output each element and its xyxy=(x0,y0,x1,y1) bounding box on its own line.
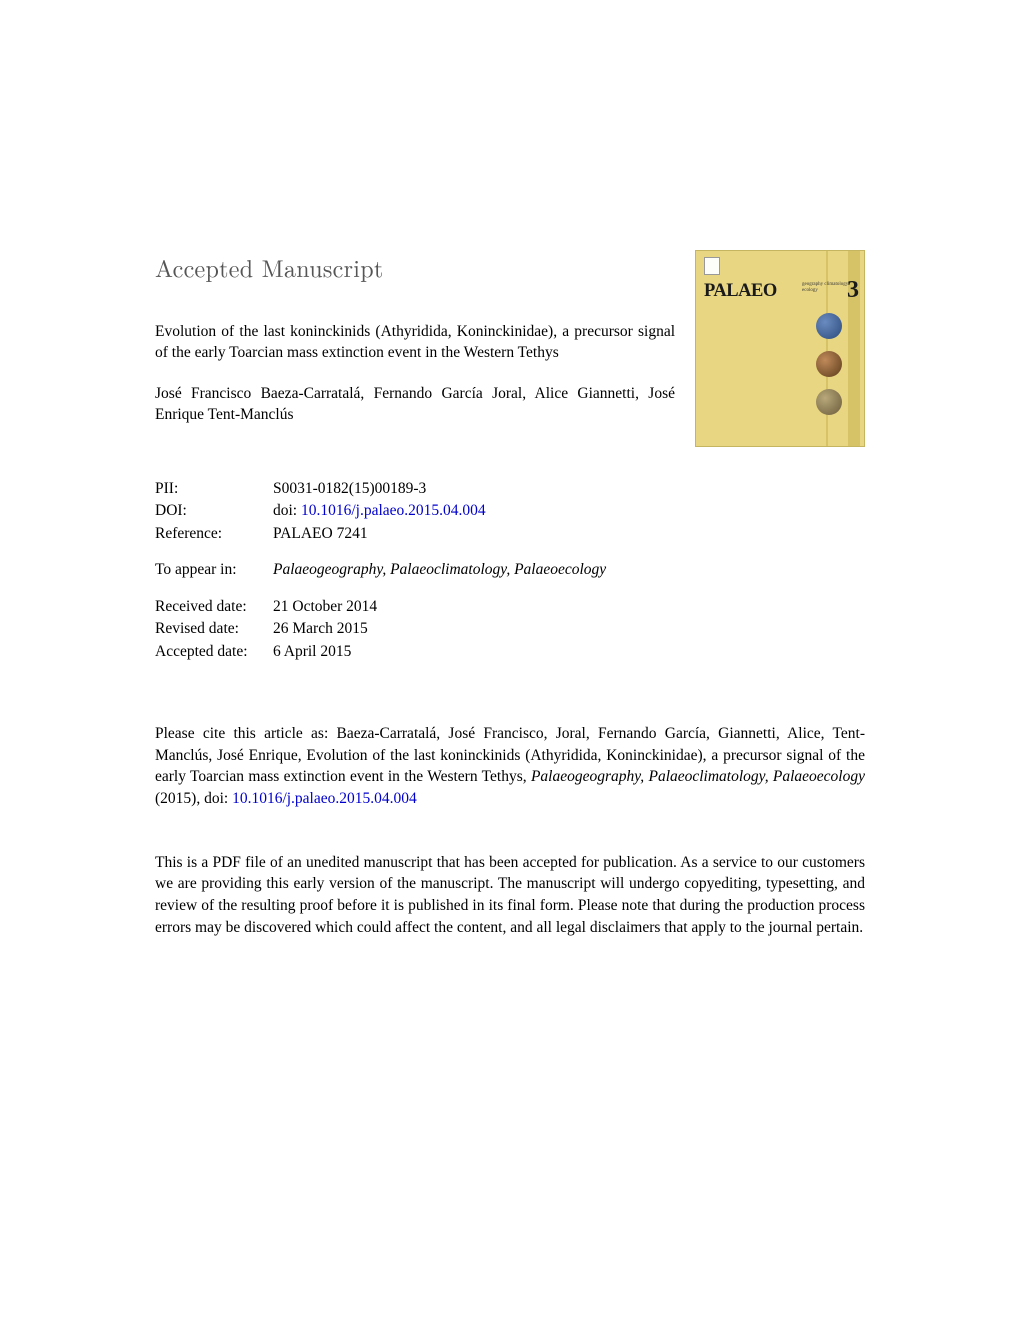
reference-value: PALAEO 7241 xyxy=(273,523,865,545)
pii-value: S0031-0182(15)00189-3 xyxy=(273,478,865,500)
globe-icon xyxy=(816,313,842,339)
accepted-value: 6 April 2015 xyxy=(273,641,865,663)
article-title: Evolution of the last koninckinids (Athy… xyxy=(155,322,675,364)
received-label: Received date: xyxy=(155,596,273,618)
doi-prefix: doi: xyxy=(273,502,301,519)
received-value: 21 October 2014 xyxy=(273,596,865,618)
citation-journal: Palaeogeography, Palaeoclimatology, Pala… xyxy=(531,768,865,785)
meta-row-revised: Revised date: 26 March 2015 xyxy=(155,618,865,640)
accepted-label: Accepted date: xyxy=(155,641,273,663)
elsevier-logo-icon xyxy=(704,257,720,275)
revised-label: Revised date: xyxy=(155,618,273,640)
cover-number-three: 3 xyxy=(847,277,859,304)
meta-row-appear: To appear in: Palaeogeography, Palaeocli… xyxy=(155,559,865,581)
citation-doi-link[interactable]: 10.1016/j.palaeo.2015.04.004 xyxy=(232,790,417,807)
citation-block: Please cite this article as: Baeza-Carra… xyxy=(155,723,865,810)
globe-icon xyxy=(816,351,842,377)
metadata-block: PII: S0031-0182(15)00189-3 DOI: doi: 10.… xyxy=(155,478,865,663)
appear-value: Palaeogeography, Palaeoclimatology, Pala… xyxy=(273,559,865,581)
accepted-manuscript-heading: Accepted Manuscript xyxy=(155,250,675,284)
globe-icon xyxy=(816,389,842,415)
meta-row-received: Received date: 21 October 2014 xyxy=(155,596,865,618)
doi-label: DOI: xyxy=(155,500,273,522)
disclaimer-text: This is a PDF file of an unedited manusc… xyxy=(155,852,865,939)
appear-label: To appear in: xyxy=(155,559,273,581)
article-authors: José Francisco Baeza-Carratalá, Fernando… xyxy=(155,384,675,426)
citation-text-after: (2015), doi: xyxy=(155,790,232,807)
meta-row-reference: Reference: PALAEO 7241 xyxy=(155,523,865,545)
cover-stripe xyxy=(826,251,828,446)
meta-row-accepted: Accepted date: 6 April 2015 xyxy=(155,641,865,663)
meta-row-doi: DOI: doi: 10.1016/j.palaeo.2015.04.004 xyxy=(155,500,865,522)
pii-label: PII: xyxy=(155,478,273,500)
doi-link[interactable]: 10.1016/j.palaeo.2015.04.004 xyxy=(301,502,486,519)
meta-row-pii: PII: S0031-0182(15)00189-3 xyxy=(155,478,865,500)
revised-value: 26 March 2015 xyxy=(273,618,865,640)
journal-cover-thumbnail: PALAEO geography climatology ecology 3 xyxy=(695,250,865,447)
cover-palaeo-text: PALAEO xyxy=(704,281,777,302)
reference-label: Reference: xyxy=(155,523,273,545)
